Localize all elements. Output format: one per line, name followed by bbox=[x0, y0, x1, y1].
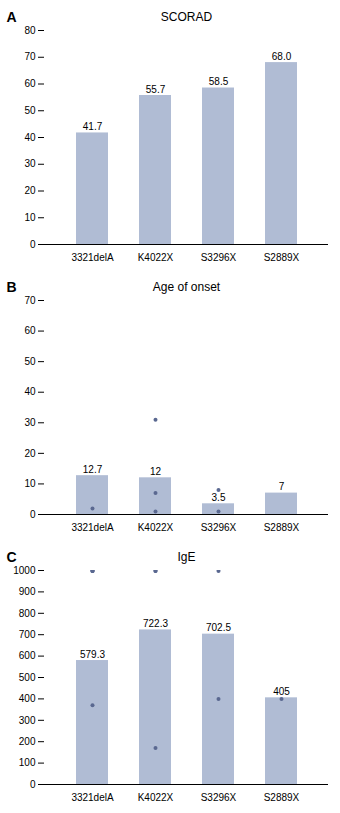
svg-text:400: 400 bbox=[19, 693, 36, 704]
svg-text:10: 10 bbox=[24, 478, 36, 489]
svg-text:20: 20 bbox=[24, 448, 36, 459]
svg-text:IgE: IgE bbox=[177, 550, 195, 564]
svg-text:900: 900 bbox=[19, 586, 36, 597]
svg-text:702.5: 702.5 bbox=[206, 622, 231, 633]
svg-text:S3296X: S3296X bbox=[201, 252, 237, 263]
svg-text:70: 70 bbox=[24, 295, 36, 306]
svg-text:S3296X: S3296X bbox=[201, 522, 237, 533]
svg-text:40: 40 bbox=[24, 386, 36, 397]
svg-text:300: 300 bbox=[19, 715, 36, 726]
svg-text:3321delA: 3321delA bbox=[71, 792, 114, 803]
svg-text:K4022X: K4022X bbox=[138, 252, 174, 263]
svg-text:800: 800 bbox=[19, 608, 36, 619]
svg-text:B: B bbox=[7, 279, 17, 295]
svg-text:A: A bbox=[7, 9, 17, 25]
svg-text:3321delA: 3321delA bbox=[71, 522, 114, 533]
svg-text:30: 30 bbox=[24, 417, 36, 428]
svg-text:70: 70 bbox=[24, 51, 36, 62]
svg-text:405: 405 bbox=[273, 686, 290, 697]
svg-text:41.7: 41.7 bbox=[83, 121, 103, 132]
svg-text:Age of onset: Age of onset bbox=[153, 280, 221, 294]
svg-text:K4022X: K4022X bbox=[138, 792, 174, 803]
svg-text:58.5: 58.5 bbox=[209, 76, 229, 87]
svg-text:722.3: 722.3 bbox=[143, 618, 168, 629]
svg-text:7: 7 bbox=[279, 481, 285, 492]
svg-text:55.7: 55.7 bbox=[146, 84, 166, 95]
svg-text:80: 80 bbox=[24, 25, 36, 36]
svg-text:S2889X: S2889X bbox=[264, 252, 300, 263]
svg-text:K4022X: K4022X bbox=[138, 522, 174, 533]
svg-text:0: 0 bbox=[30, 779, 36, 790]
svg-text:12: 12 bbox=[150, 466, 162, 477]
svg-text:SCORAD: SCORAD bbox=[161, 10, 213, 24]
svg-text:68.0: 68.0 bbox=[272, 51, 292, 62]
svg-text:S3296X: S3296X bbox=[201, 792, 237, 803]
svg-text:40: 40 bbox=[24, 132, 36, 143]
svg-text:60: 60 bbox=[24, 325, 36, 336]
svg-text:30: 30 bbox=[24, 158, 36, 169]
svg-text:50: 50 bbox=[24, 105, 36, 116]
svg-text:50: 50 bbox=[24, 356, 36, 367]
svg-text:12.7: 12.7 bbox=[83, 464, 103, 475]
svg-text:3321delA: 3321delA bbox=[71, 252, 114, 263]
svg-text:60: 60 bbox=[24, 78, 36, 89]
svg-text:600: 600 bbox=[19, 650, 36, 661]
svg-text:S2889X: S2889X bbox=[264, 792, 300, 803]
svg-text:0: 0 bbox=[30, 239, 36, 250]
svg-text:0: 0 bbox=[30, 509, 36, 520]
svg-text:10: 10 bbox=[24, 212, 36, 223]
svg-text:700: 700 bbox=[19, 629, 36, 640]
svg-text:20: 20 bbox=[24, 185, 36, 196]
svg-text:C: C bbox=[7, 549, 17, 565]
svg-text:579.3: 579.3 bbox=[80, 649, 105, 660]
svg-text:S2889X: S2889X bbox=[264, 522, 300, 533]
svg-text:3.5: 3.5 bbox=[212, 492, 226, 503]
svg-text:500: 500 bbox=[19, 672, 36, 683]
svg-text:200: 200 bbox=[19, 736, 36, 747]
svg-text:100: 100 bbox=[19, 757, 36, 768]
svg-text:1000: 1000 bbox=[13, 565, 36, 576]
